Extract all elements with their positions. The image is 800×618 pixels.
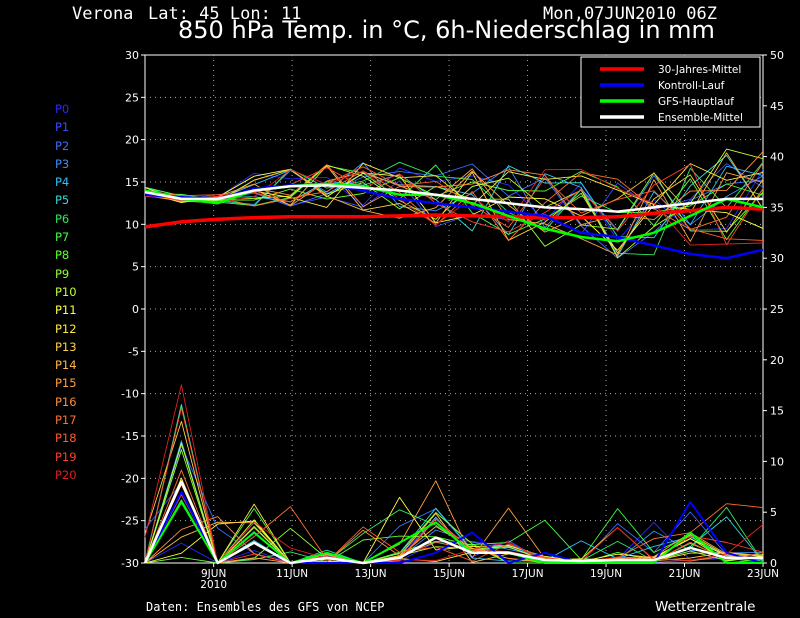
- member-label: P13: [55, 339, 77, 354]
- data-source-label: Daten: Ensembles des GFS von NCEP: [146, 600, 385, 614]
- member-label: P3: [55, 156, 70, 171]
- run-time-label: Mon,07JUN2010 06Z: [543, 4, 717, 24]
- left-tick-label: -30: [121, 557, 139, 570]
- x-tick-label: 13JUN: [355, 568, 387, 580]
- x-tick-sublabel: 2010: [200, 579, 227, 591]
- right-tick-label: 25: [770, 303, 784, 316]
- member-temp-line: [144, 169, 764, 246]
- member-label: P0: [55, 102, 70, 116]
- left-tick-label: 20: [125, 134, 139, 147]
- member-label: P10: [55, 284, 77, 299]
- x-tick-label: 23JUN: [747, 568, 779, 580]
- member-temp-line: [144, 152, 764, 233]
- member-label: P12: [55, 321, 77, 336]
- left-tick-label: -5: [128, 345, 139, 358]
- member-label: P11: [55, 303, 77, 318]
- climate-mean-line: [144, 205, 764, 229]
- legend-label: Kontroll-Lauf: [658, 80, 725, 92]
- right-tick-label: 40: [770, 151, 784, 164]
- member-label: P4: [55, 175, 70, 190]
- member-precip-line: [144, 384, 764, 564]
- member-temp-line: [144, 167, 764, 242]
- legend-label: GFS-Hauptlauf: [658, 96, 734, 108]
- x-tick-label: 15JUN: [433, 568, 465, 580]
- right-tick-label: 10: [770, 455, 784, 468]
- member-precip-line: [144, 469, 764, 564]
- member-temp-line: [144, 162, 764, 231]
- left-tick-label: 15: [125, 176, 139, 189]
- left-tick-label: 5: [132, 261, 139, 274]
- control-run-temp-line: [144, 182, 764, 260]
- right-tick-label: 50: [770, 49, 784, 62]
- member-temp-line: [144, 168, 764, 256]
- right-tick-label: 30: [770, 252, 784, 265]
- left-tick-label: 30: [125, 49, 139, 62]
- member-label: P16: [55, 394, 77, 409]
- right-tick-label: 15: [770, 405, 784, 418]
- right-tick-label: 45: [770, 100, 784, 113]
- left-tick-label: 10: [125, 218, 139, 231]
- member-label: P20: [55, 467, 77, 482]
- legend-label: Ensemble-Mittel: [658, 112, 743, 124]
- right-tick-label: 35: [770, 201, 784, 214]
- left-tick-label: -25: [121, 515, 139, 528]
- member-label: P2: [55, 138, 70, 153]
- coords-label: Lat: 45 Lon: 11: [148, 4, 302, 24]
- right-tick-label: 20: [770, 354, 784, 367]
- left-tick-label: 0: [132, 303, 139, 316]
- member-label: P8: [55, 248, 70, 263]
- member-label: P9: [55, 266, 70, 281]
- member-label: P17: [55, 413, 77, 428]
- right-tick-label: 0: [770, 557, 777, 570]
- ensemble-mean-precip-line: [143, 480, 763, 565]
- right-tick-label: 5: [770, 506, 777, 519]
- legend-label: 30-Jahres-Mittel: [658, 64, 741, 76]
- member-label: P14: [55, 358, 77, 373]
- member-label: P1: [55, 120, 70, 135]
- x-tick-label: 17JUN: [512, 568, 544, 580]
- left-tick-label: 25: [125, 91, 139, 104]
- member-precip-line: [144, 445, 764, 564]
- member-label: P18: [55, 431, 77, 446]
- x-tick-label: 19JUN: [590, 568, 622, 580]
- left-tick-label: -20: [121, 472, 139, 485]
- member-temp-line: [144, 163, 764, 259]
- location-label: Verona: [72, 4, 134, 24]
- x-tick-label: 9JUN: [201, 568, 226, 580]
- member-list: P0 P1 P2 P3 P4 P5 P6 P7 P8 P9 P10 P11 P12 P13 P14 P15 P1…: [55, 100, 77, 484]
- brand-label: Wetterzentrale: [655, 599, 756, 615]
- ensemble-mean-temp-line: [144, 184, 763, 213]
- left-tick-label: -15: [121, 430, 139, 443]
- member-label: P7: [55, 230, 70, 245]
- member-label: P5: [55, 193, 70, 208]
- member-label: P15: [55, 376, 77, 391]
- left-tick-label: -10: [121, 388, 139, 401]
- chart-title: 850 hPa Temp. in °C, 6h-Niederschlag in …: [178, 16, 715, 44]
- member-label: P6: [55, 211, 70, 226]
- member-label: P19: [55, 449, 77, 464]
- x-tick-label: 21JUN: [669, 568, 701, 580]
- x-tick-label: 11JUN: [276, 568, 308, 580]
- member-temp-line: [144, 148, 764, 259]
